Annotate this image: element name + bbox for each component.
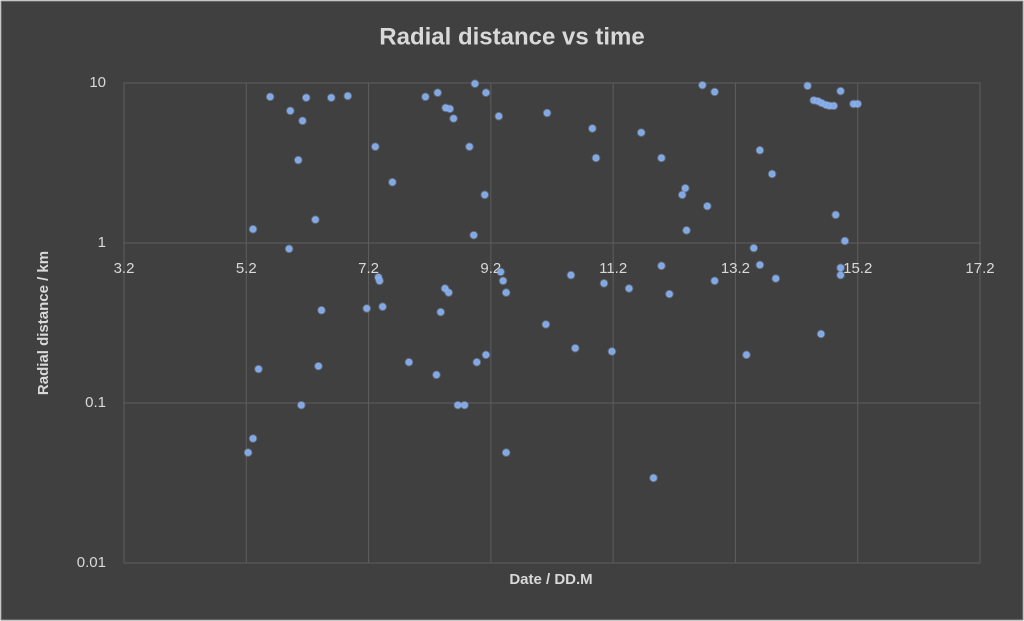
point xyxy=(472,357,482,367)
point xyxy=(286,106,295,116)
point xyxy=(470,79,480,88)
point xyxy=(404,357,414,367)
point xyxy=(449,114,458,123)
point xyxy=(284,244,294,254)
x-tick-label: 13.2 xyxy=(721,260,750,277)
point xyxy=(677,190,687,200)
y-tick-label: 0.01 xyxy=(77,554,106,571)
point xyxy=(599,278,609,288)
x-tick-label: 15.2 xyxy=(843,260,872,277)
x-tick-label: 17.2 xyxy=(965,260,994,277)
point xyxy=(541,320,551,329)
y-axis-label: Radial distance / km xyxy=(35,251,52,395)
y-tick-label: 1 xyxy=(98,234,106,251)
point xyxy=(297,400,306,410)
point xyxy=(469,230,479,240)
point xyxy=(465,142,474,151)
point xyxy=(836,270,845,280)
point xyxy=(501,448,511,457)
point xyxy=(665,289,674,299)
point xyxy=(742,350,751,360)
point xyxy=(542,108,552,118)
point xyxy=(498,276,508,286)
point xyxy=(803,81,812,91)
point xyxy=(501,288,511,297)
point xyxy=(624,284,634,293)
x-tick-label: 7.2 xyxy=(358,260,379,277)
point xyxy=(314,361,323,371)
point xyxy=(388,177,397,187)
point xyxy=(588,124,597,133)
point xyxy=(755,260,765,270)
point xyxy=(480,190,490,200)
point xyxy=(591,153,601,163)
point xyxy=(248,434,258,443)
x-tick-label: 9.2 xyxy=(480,260,501,277)
point xyxy=(494,111,504,121)
x-tick-label: 3.2 xyxy=(114,260,135,277)
point xyxy=(326,93,336,102)
point xyxy=(317,305,326,315)
point xyxy=(254,364,263,374)
chart-title: Radial distance vs time xyxy=(379,23,644,50)
point xyxy=(570,343,580,353)
point xyxy=(265,92,275,102)
point xyxy=(840,236,850,246)
point xyxy=(301,93,311,102)
point xyxy=(607,347,617,356)
point xyxy=(362,304,372,313)
point xyxy=(682,226,691,235)
point xyxy=(755,145,765,155)
point xyxy=(836,263,845,273)
point xyxy=(710,276,719,286)
point xyxy=(481,88,491,97)
point xyxy=(767,169,777,179)
point xyxy=(566,270,576,280)
point xyxy=(445,104,455,114)
point xyxy=(829,101,839,111)
x-tick-label: 11.2 xyxy=(599,260,627,277)
point xyxy=(432,370,441,380)
point xyxy=(375,276,384,286)
point xyxy=(343,91,353,101)
point xyxy=(481,350,491,360)
point xyxy=(710,87,719,97)
point xyxy=(243,448,253,457)
point xyxy=(703,201,712,211)
point xyxy=(248,224,258,234)
point xyxy=(453,400,463,410)
point xyxy=(293,155,303,165)
point xyxy=(657,261,666,271)
point xyxy=(496,267,505,277)
x-axis-label: Date / DD.M xyxy=(509,571,592,588)
point xyxy=(649,473,658,483)
point xyxy=(771,274,781,283)
point xyxy=(460,400,469,410)
point xyxy=(853,99,863,109)
y-tick-label: 10 xyxy=(89,74,106,91)
point xyxy=(636,128,646,137)
point xyxy=(698,80,707,90)
point xyxy=(436,307,446,317)
point xyxy=(836,86,845,96)
point xyxy=(831,210,841,220)
point xyxy=(311,215,320,224)
point xyxy=(680,183,690,193)
point xyxy=(444,288,453,297)
point xyxy=(749,243,759,253)
point xyxy=(298,116,307,126)
point xyxy=(657,153,666,163)
y-tick-label: 0.1 xyxy=(85,394,106,411)
point xyxy=(378,302,387,311)
point xyxy=(370,142,380,151)
point xyxy=(816,329,826,339)
x-tick-label: 5.2 xyxy=(236,260,257,277)
point xyxy=(421,92,430,102)
point xyxy=(433,88,442,97)
